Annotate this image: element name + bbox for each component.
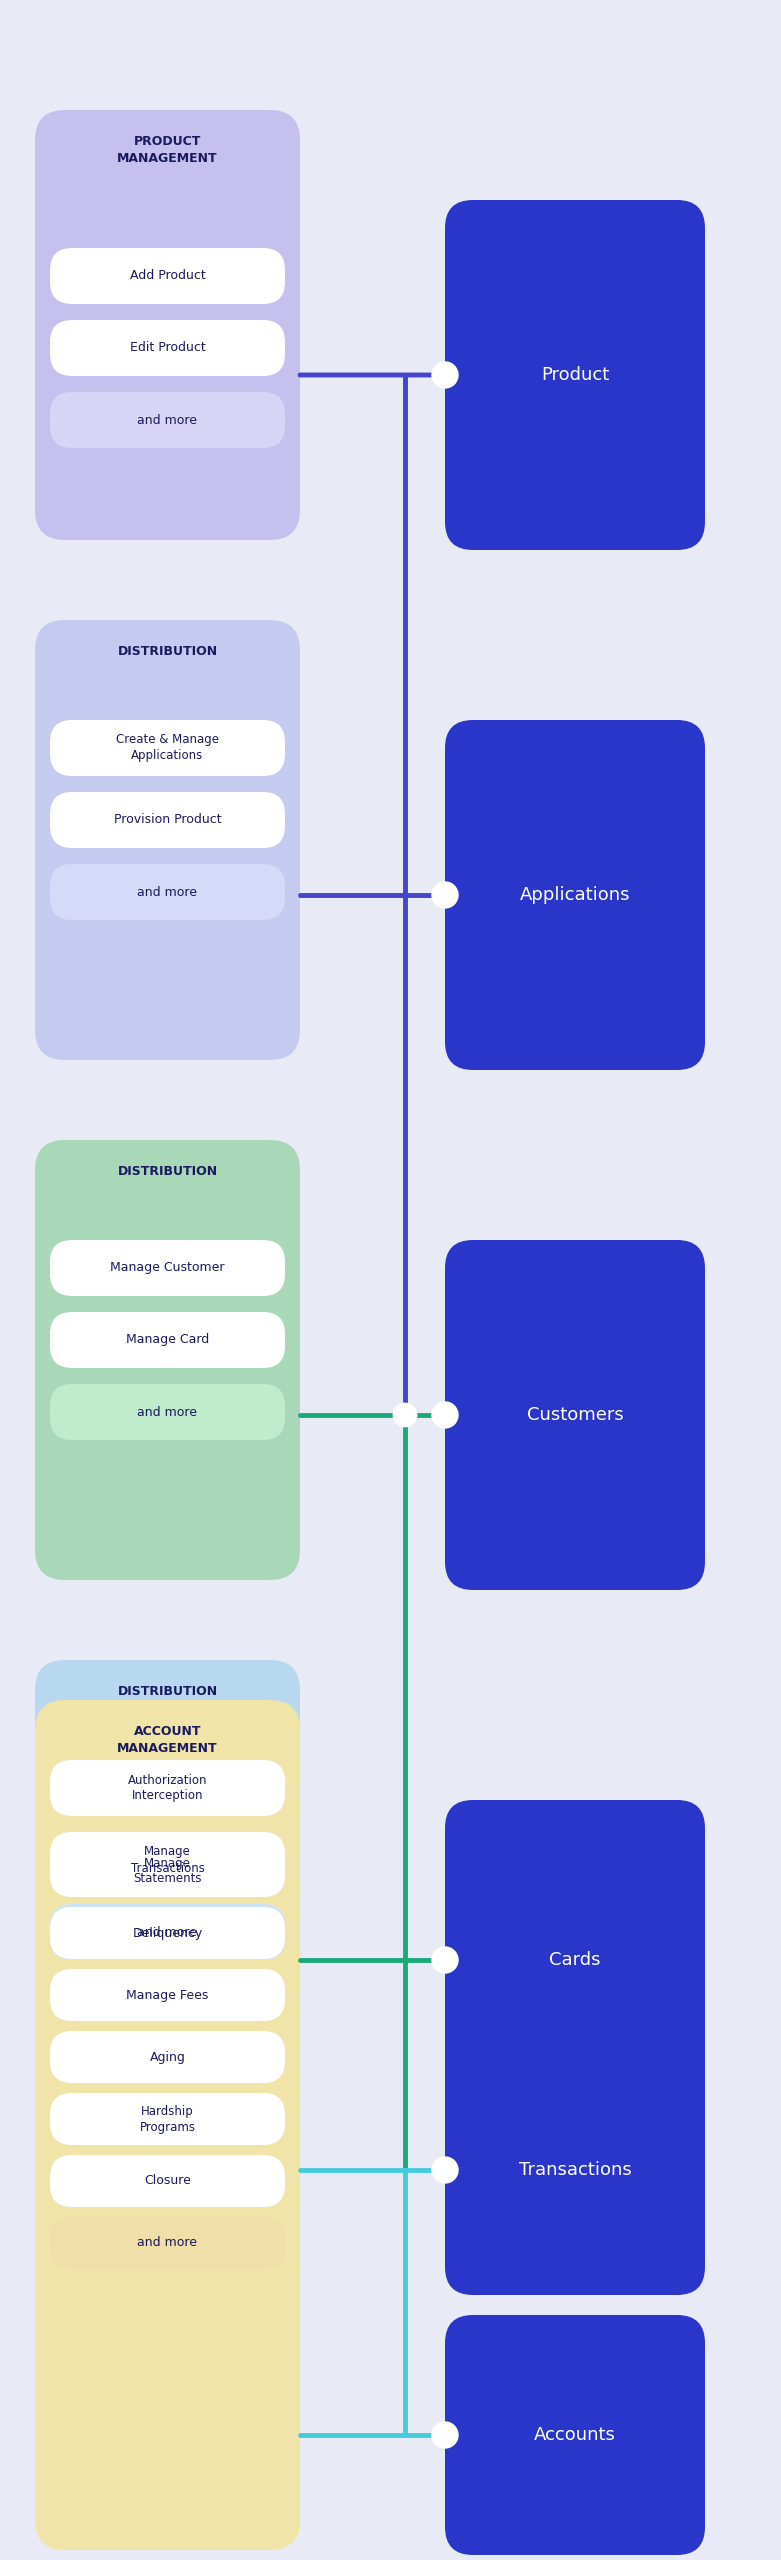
Circle shape	[432, 361, 458, 389]
FancyBboxPatch shape	[50, 1239, 285, 1295]
Text: Manage
Transactions: Manage Transactions	[130, 1846, 205, 1874]
FancyBboxPatch shape	[50, 1311, 285, 1367]
FancyBboxPatch shape	[445, 200, 705, 550]
FancyBboxPatch shape	[35, 1139, 300, 1580]
FancyBboxPatch shape	[50, 865, 285, 919]
FancyBboxPatch shape	[445, 719, 705, 1070]
FancyBboxPatch shape	[50, 2217, 285, 2268]
Text: Manage Card: Manage Card	[126, 1334, 209, 1347]
Text: Create & Manage
Applications: Create & Manage Applications	[116, 735, 219, 763]
Circle shape	[394, 1403, 417, 1426]
Text: Hardship
Programs: Hardship Programs	[140, 2104, 195, 2132]
Text: Manage Fees: Manage Fees	[127, 1989, 209, 2002]
Text: Manage
Statements: Manage Statements	[134, 1856, 201, 1887]
Circle shape	[432, 1403, 458, 1428]
Circle shape	[432, 883, 458, 909]
Text: and more: and more	[137, 2237, 198, 2250]
Text: and more: and more	[137, 1925, 198, 1938]
FancyBboxPatch shape	[50, 320, 285, 376]
Text: and more: and more	[137, 1405, 198, 1418]
Text: Closure: Closure	[144, 2173, 191, 2186]
Text: Deliquency: Deliquency	[132, 1928, 202, 1940]
Text: DISTRIBUTION: DISTRIBUTION	[117, 1165, 218, 1178]
FancyBboxPatch shape	[50, 2030, 285, 2084]
Text: Cards: Cards	[549, 1951, 601, 1969]
Circle shape	[432, 2422, 458, 2447]
FancyBboxPatch shape	[50, 1833, 285, 1887]
FancyBboxPatch shape	[50, 1385, 285, 1439]
Text: Manage Customer: Manage Customer	[110, 1262, 225, 1275]
FancyBboxPatch shape	[50, 392, 285, 448]
Text: Provision Product: Provision Product	[114, 814, 221, 827]
FancyBboxPatch shape	[50, 1761, 285, 1815]
FancyBboxPatch shape	[35, 620, 300, 1060]
Text: Transactions: Transactions	[519, 2161, 631, 2179]
Circle shape	[432, 2158, 458, 2184]
FancyBboxPatch shape	[35, 1700, 300, 2550]
Circle shape	[432, 1948, 458, 1974]
Text: Authorization
Interception: Authorization Interception	[128, 1774, 207, 1802]
FancyBboxPatch shape	[50, 1905, 285, 1961]
Text: and more: and more	[137, 886, 198, 899]
FancyBboxPatch shape	[50, 1907, 285, 1958]
Text: DISTRIBUTION: DISTRIBUTION	[117, 645, 218, 658]
Text: Accounts: Accounts	[534, 2427, 616, 2445]
Text: and more: and more	[137, 415, 198, 428]
FancyBboxPatch shape	[35, 1659, 300, 2109]
FancyBboxPatch shape	[50, 719, 285, 776]
FancyBboxPatch shape	[50, 791, 285, 847]
Text: Add Product: Add Product	[130, 269, 205, 282]
Text: Customers: Customers	[526, 1405, 623, 1423]
FancyBboxPatch shape	[50, 1969, 285, 2020]
FancyBboxPatch shape	[50, 1846, 285, 1897]
Text: Edit Product: Edit Product	[130, 340, 205, 353]
Text: ACCOUNT
MANAGEMENT: ACCOUNT MANAGEMENT	[117, 1725, 218, 1756]
FancyBboxPatch shape	[445, 1800, 705, 2120]
Text: Applications: Applications	[519, 886, 630, 904]
FancyBboxPatch shape	[445, 2045, 705, 2294]
Text: Product: Product	[541, 366, 609, 384]
FancyBboxPatch shape	[50, 248, 285, 305]
FancyBboxPatch shape	[35, 110, 300, 540]
FancyBboxPatch shape	[445, 2314, 705, 2555]
FancyBboxPatch shape	[445, 1239, 705, 1590]
Text: DISTRIBUTION: DISTRIBUTION	[117, 1684, 218, 1697]
Text: PRODUCT
MANAGEMENT: PRODUCT MANAGEMENT	[117, 136, 218, 164]
FancyBboxPatch shape	[50, 2156, 285, 2207]
Text: Aging: Aging	[150, 2051, 185, 2063]
FancyBboxPatch shape	[50, 2094, 285, 2145]
